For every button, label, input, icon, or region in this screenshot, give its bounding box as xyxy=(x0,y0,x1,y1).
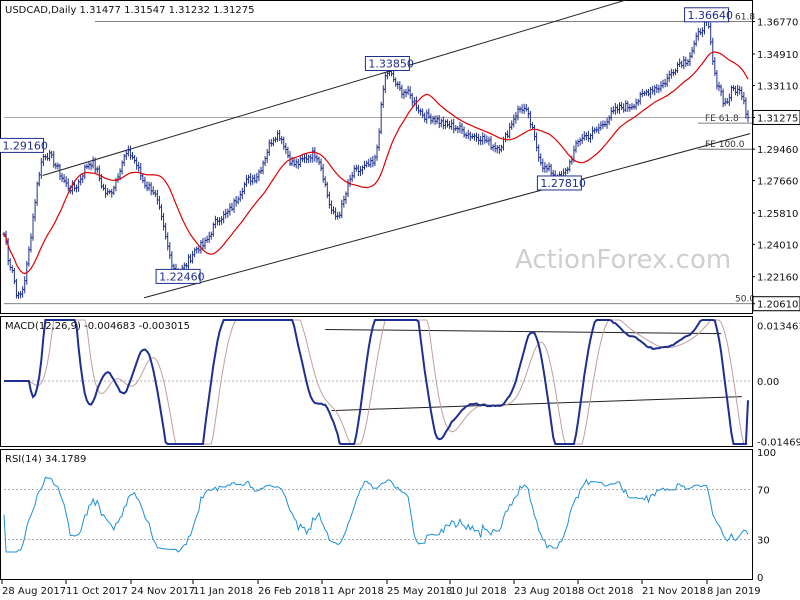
x-tick-label-10: 21 Nov 2018 xyxy=(642,586,706,597)
price-tick-label-1: 1.34910 xyxy=(757,50,798,61)
price-label-box-a2 xyxy=(155,268,201,284)
moving-average-line xyxy=(3,51,749,275)
price-label-box-a3 xyxy=(364,56,410,72)
x-tick-label-4: 26 Feb 2018 xyxy=(258,586,320,597)
axis-layer: 1.36770 1.34910 1.33110 1.31275 1.29460 1.276… xyxy=(1,18,800,597)
watermark: ActionForex.com xyxy=(515,245,731,275)
macd-panel xyxy=(0,316,753,447)
x-tick-label-3: 11 Jan 2018 xyxy=(193,586,253,597)
price-label-a4: 1.27810 xyxy=(540,177,586,190)
macd-layer xyxy=(4,319,752,445)
x-tick-label-11: 8 Jan 2019 xyxy=(707,586,761,597)
x-tick-label-8: 23 Aug 2018 xyxy=(514,586,578,597)
price-tick-label-5: 1.27660 xyxy=(757,177,798,188)
price-label-a2: 1.22460 xyxy=(159,270,205,283)
rsi-panel xyxy=(0,449,753,580)
price-label-box-a1 xyxy=(0,137,44,153)
rsi-tick-label-3: 0 xyxy=(757,573,763,584)
price-tick-label-9: 1.20610 xyxy=(757,300,798,311)
price-layer: 61.8 FE 61.8 FE 100.0 50.0 1.29160 1.22460 1.3… xyxy=(0,0,755,305)
macd-tick-label-2: -0.014694 xyxy=(757,438,800,449)
macd-upper-trendline xyxy=(325,328,722,335)
price-label-a1: 1.29160 xyxy=(2,139,48,152)
x-tick-label-6: 25 May 2018 xyxy=(387,586,452,597)
fib-label-1: 61.8 xyxy=(735,13,755,23)
x-tick-label-0: 28 Aug 2017 xyxy=(2,586,66,597)
fib-label-3: FE 100.0 xyxy=(705,140,745,150)
rsi-line xyxy=(3,476,749,553)
price-label-a3: 1.33850 xyxy=(368,58,414,71)
fib-label-4: 50.0 xyxy=(735,295,755,305)
price-label-box-a4 xyxy=(536,175,582,191)
macd-tick-label-1: 0.00 xyxy=(757,377,779,388)
price-tick-label-6: 1.25810 xyxy=(757,209,798,220)
x-tick-label-9: 8 Oct 2018 xyxy=(578,586,633,597)
price-tick-label-4: 1.29460 xyxy=(757,145,798,156)
x-tick-label-2: 24 Nov 2017 xyxy=(131,586,195,597)
price-tick-label-2: 1.33110 xyxy=(757,81,798,92)
macd-line xyxy=(4,319,749,445)
price-tick-label-7: 1.24010 xyxy=(757,240,798,251)
macd-tick-label-0: 0.013461 xyxy=(757,322,800,333)
rsi-tick-label-0: 100 xyxy=(757,448,776,459)
price-label-box-a5 xyxy=(684,7,730,23)
fib-label-2: FE 61.8 xyxy=(705,114,739,124)
rsi-tick-label-2: 30 xyxy=(757,536,770,547)
rsi-header: RSI(14) 34.1789 xyxy=(5,454,86,465)
x-tick-label-5: 11 Apr 2018 xyxy=(322,586,384,597)
x-tick-label-1: 11 Oct 2017 xyxy=(66,586,128,597)
rsi-tick-label-1: 70 xyxy=(757,486,770,497)
channel-upper-line xyxy=(42,0,626,177)
x-tick-label-7: 10 Jul 2018 xyxy=(450,586,507,597)
price-tick-label-3: 1.31275 xyxy=(757,113,798,124)
price-header: USDCAD,Daily 1.31477 1.31547 1.31232 1.3… xyxy=(5,5,255,16)
macd-lower-trendline xyxy=(331,396,742,412)
channel-lower-line xyxy=(143,133,751,299)
rsi-layer xyxy=(3,476,752,553)
price-tick-label-8: 1.22160 xyxy=(757,273,798,284)
price-tick-label-0: 1.36770 xyxy=(757,18,798,29)
macd-header: MACD(12,26,9) -0.004683 -0.003015 xyxy=(5,321,190,332)
price-label-a5: 1.36640 xyxy=(688,9,734,22)
